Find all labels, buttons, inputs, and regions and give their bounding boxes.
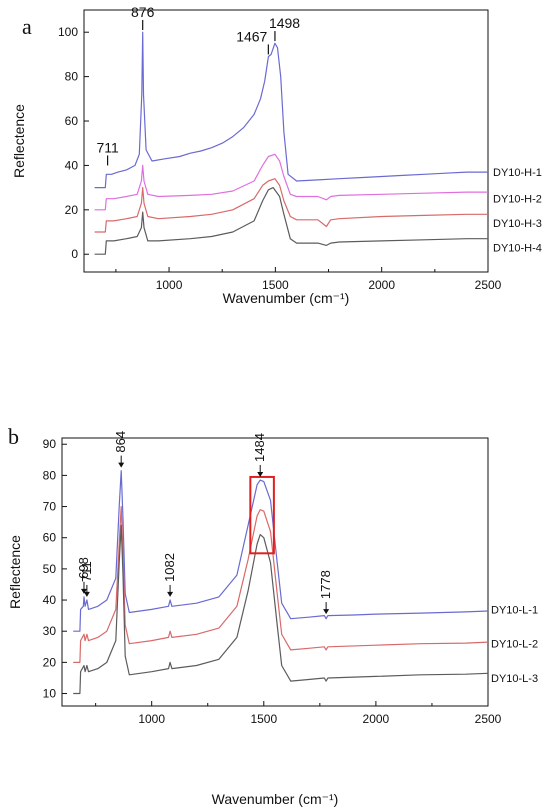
peak-arrow-head (83, 591, 90, 597)
y-tick-label: 40 (65, 158, 79, 172)
peak-arrow-head (80, 588, 87, 594)
y-tick-label: 20 (65, 203, 79, 217)
series-line-dy10-h-4 (94, 187, 488, 255)
y-tick-label: 50 (43, 562, 57, 576)
x-tick-label: 2500 (475, 712, 502, 726)
peak-arrow-head (323, 609, 330, 615)
peak-label: 711 (96, 139, 119, 155)
peak-label: 698 (76, 557, 91, 579)
y-axis-label: Reflectence (11, 104, 27, 178)
series-label: DY10-L-2 (491, 639, 538, 651)
series-line-dy10-l-2 (73, 506, 489, 663)
peak-arrow-head (257, 471, 264, 477)
y-tick-label: 100 (58, 25, 78, 39)
x-tick-label: 1000 (156, 278, 183, 292)
peak-label: 1484 (252, 433, 267, 462)
x-tick-label: 2500 (475, 278, 502, 292)
series-label: DY10-H-3 (493, 218, 542, 230)
y-tick-label: 10 (43, 687, 57, 701)
y-tick-label: 70 (43, 500, 57, 514)
y-tick-label: 90 (43, 437, 57, 451)
peak-label: 864 (113, 431, 128, 453)
series-line-dy10-h-1 (94, 31, 488, 189)
peak-label: 1778 (318, 570, 333, 599)
series-line-dy10-l-1 (73, 470, 489, 632)
plot-frame (83, 9, 489, 273)
series-line-dy10-l-3 (73, 524, 489, 695)
series-line-dy10-h-3 (94, 178, 488, 233)
plot-frame (61, 437, 489, 707)
series-label: DY10-L-1 (491, 604, 538, 616)
peak-label: 1467 (236, 28, 267, 44)
peak-arrow-head (167, 591, 174, 597)
panel-a-letter: a (22, 14, 32, 39)
series-label: DY10-H-4 (493, 243, 542, 255)
chart-panel-b: 1000 1500 2000 2500 10 20 30 40 50 60 70 80 90 Wavenu… (7, 431, 538, 807)
y-tick-label: 40 (43, 593, 57, 607)
peak-label: 876 (131, 4, 155, 20)
series-label: DY10-L-3 (491, 673, 538, 685)
peak-arrow-head (118, 462, 125, 468)
x-tick-label: 1500 (250, 712, 277, 726)
peak-label: 1082 (162, 553, 177, 582)
x-tick-label: 2000 (368, 278, 395, 292)
y-tick-label: 0 (71, 247, 78, 261)
panel-b-letter: b (8, 424, 19, 449)
y-tick-label: 80 (65, 70, 79, 84)
series-label: DY10-H-1 (493, 167, 542, 179)
highlight-box (249, 475, 275, 555)
y-tick-label: 60 (65, 114, 79, 128)
peak-label: 1498 (269, 15, 300, 31)
y-tick-label: 80 (43, 468, 57, 482)
y-tick-label: 30 (43, 624, 57, 638)
x-axis-label: Wavenumber (cm⁻¹) (212, 791, 339, 807)
x-axis-label: Wavenumber (cm⁻¹) (223, 290, 350, 306)
y-tick-label: 20 (43, 655, 57, 669)
x-tick-label: 2000 (363, 712, 390, 726)
series-line-dy10-h-2 (94, 153, 488, 211)
y-axis-label: Reflectence (7, 535, 23, 609)
chart-panel-a: 1000 1500 2000 2500 0 20 40 60 80 100 Wavenumber (… (11, 4, 542, 306)
x-tick-label: 1500 (262, 278, 289, 292)
y-tick-label: 60 (43, 531, 57, 545)
x-tick-label: 1000 (138, 712, 165, 726)
series-label: DY10-H-2 (493, 194, 542, 206)
peak-label: 711 (79, 561, 94, 582)
